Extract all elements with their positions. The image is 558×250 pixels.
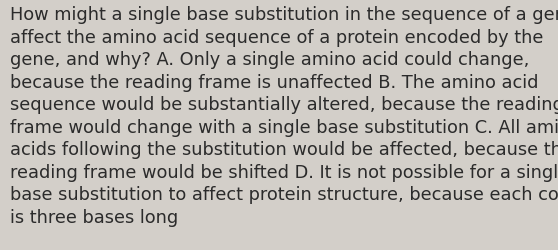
Text: How might a single base substitution in the sequence of a gene
affect the amino : How might a single base substitution in … <box>10 6 558 226</box>
